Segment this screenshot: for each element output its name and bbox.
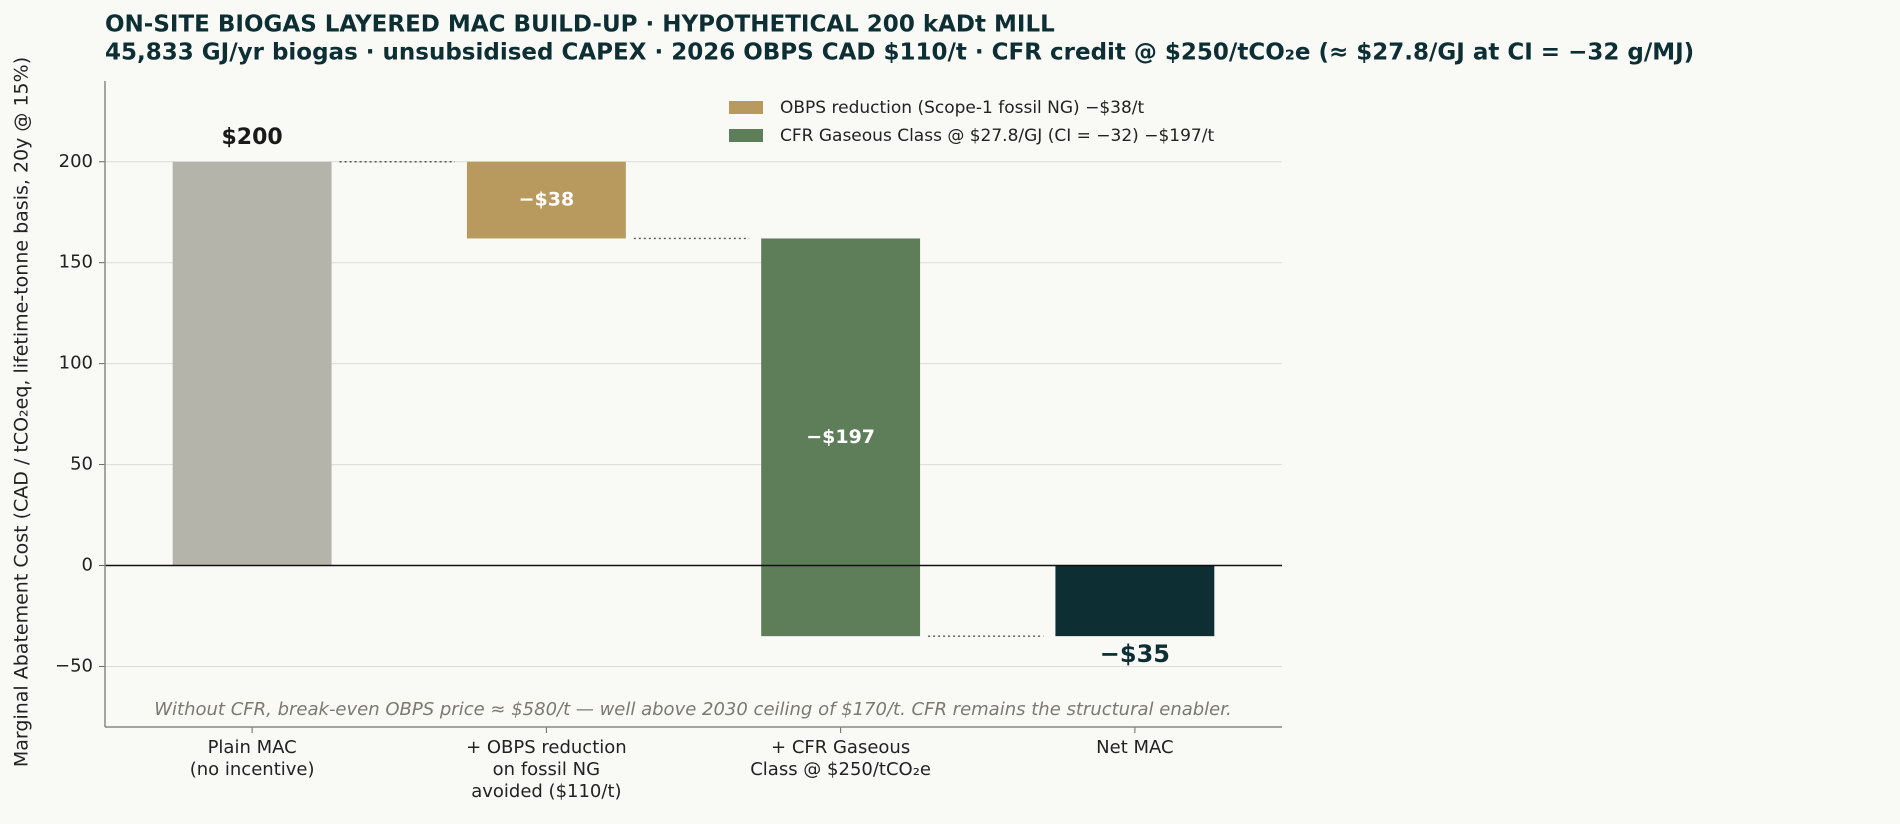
x-tick-label-line: + CFR Gaseous [771,737,910,758]
x-tick-label: Plain MAC (no incentive) [190,737,315,780]
bar [1055,565,1215,637]
x-tick-label-line: Class @ $250/tCO₂e [750,759,931,780]
y-axis-label: Marginal Abatement Cost (CAD / tCO₂eq, l… [11,57,33,767]
legend-swatch [729,129,763,142]
y-tick-label: 100 [59,353,93,374]
chart-title: ON-SITE BIOGAS LAYERED MAC BUILD-UP · HY… [105,12,1055,38]
annotation: Without CFR, break-even OBPS price ≈ $58… [154,699,1231,720]
legend-swatch [729,101,763,114]
bar [466,161,626,239]
x-tick-label-line: Net MAC [1096,737,1173,758]
y-tick-label: 50 [70,454,93,475]
bar [761,238,921,637]
y-tick-label: 200 [59,151,93,172]
x-tick-label-line: + OBPS reduction [466,737,627,758]
x-tick-label: + OBPS reduction on fossil NG avoided ($11… [466,737,627,802]
x-tick-label: + CFR Gaseous Class @ $250/tCO₂e [750,737,931,780]
x-tick-label-line: (no incentive) [190,759,315,780]
x-tick-label-line: avoided ($110/t) [471,781,621,802]
value-label: −$197 [806,426,875,448]
value-label: −$38 [519,189,575,211]
x-tick-label-line: Plain MAC [208,737,297,758]
x-tick-label-line: on fossil NG [493,759,600,780]
legend-label: OBPS reduction (Scope-1 fossil NG) −$38/… [780,98,1145,118]
y-tick-label: 150 [59,252,93,273]
y-tick-label: −50 [55,655,93,676]
legend-label: CFR Gaseous Class @ $27.8/GJ (CI = −32) … [780,126,1214,146]
value-label: −$35 [1100,640,1170,668]
chart-subtitle: 45,833 GJ/yr biogas · unsubsidised CAPEX… [105,40,1694,66]
bar [172,161,332,566]
value-label: $200 [222,125,283,150]
x-tick-label: Net MAC [1096,737,1173,758]
y-tick-label: 0 [82,555,93,576]
